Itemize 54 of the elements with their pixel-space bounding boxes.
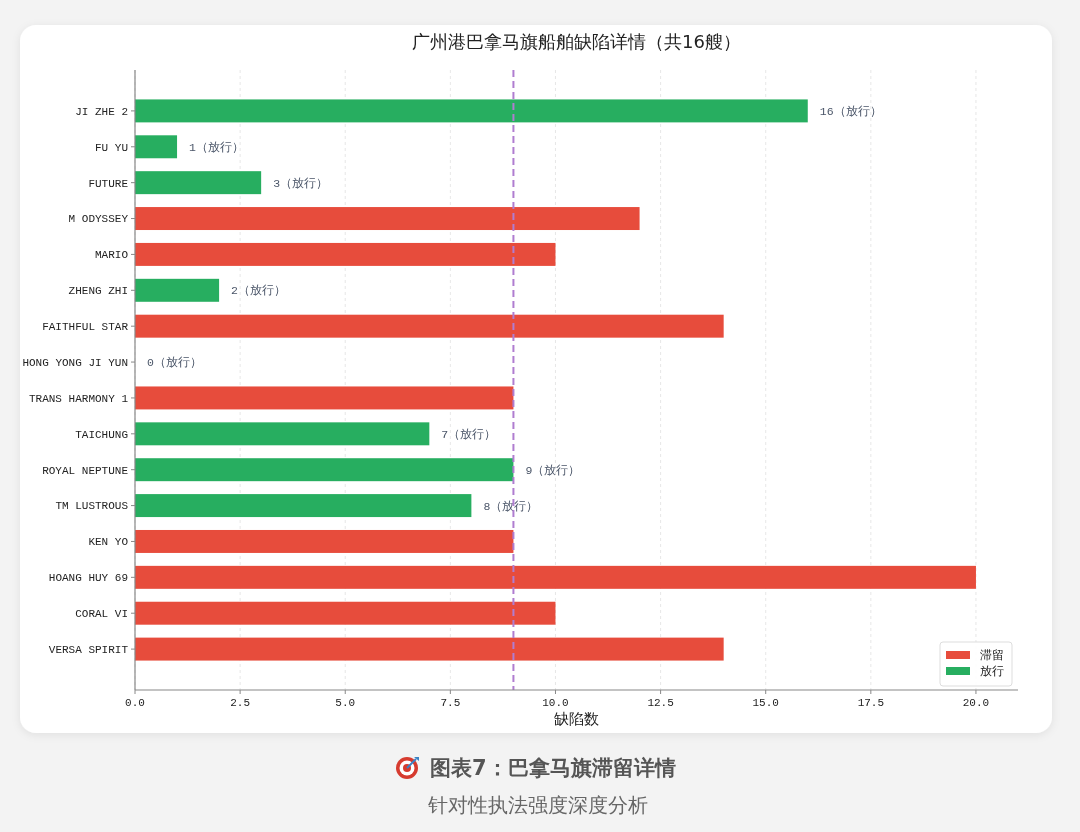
data-label: 7（放行） (441, 427, 497, 441)
bar (135, 494, 472, 518)
bar (135, 637, 724, 661)
y-tick-label: HONG YONG JI YUN (22, 356, 128, 369)
bar (135, 278, 220, 302)
bar (135, 422, 430, 446)
y-tick-label: TAICHUNG (75, 428, 128, 441)
y-tick-label: HOANG HUY 69 (48, 572, 128, 585)
y-tick-label: ROYAL NEPTUNE (42, 464, 129, 477)
y-tick-label: FAITHFUL STAR (42, 321, 129, 334)
data-label: 0（放行） (147, 356, 202, 370)
y-tick-label: KEN YO (88, 536, 129, 549)
y-tick-label: ZHENG ZHI (68, 285, 128, 298)
y-tick-label: M ODYSSEY (68, 213, 129, 226)
bar (135, 601, 556, 625)
bar (135, 99, 808, 123)
y-tick-label: FUTURE (88, 177, 129, 190)
y-tick-label: JI ZHE 2 (75, 105, 128, 118)
x-tick-label: 20.0 (962, 697, 990, 709)
x-tick-label: 12.5 (647, 697, 674, 709)
y-tick-label: MARIO (94, 249, 129, 262)
bar (135, 171, 262, 195)
text: 针对性执法强度深度分析 (427, 793, 648, 817)
data-label: 2（放行） (231, 284, 286, 298)
x-tick-label: 5.0 (335, 697, 356, 709)
bar (135, 565, 976, 589)
data-label: 16（放行） (819, 104, 882, 118)
y-tick-label: VERSA SPIRIT (48, 643, 129, 656)
text: 图表7：巴拿马旗滞留详情 (430, 756, 676, 781)
data-label: 9（放行） (525, 463, 581, 477)
x-tick-label: 10.0 (542, 697, 569, 709)
chart-title: 广州港巴拿马旗船舶缺陷详情（共16艘） (412, 31, 741, 52)
data-label: 3（放行） (273, 176, 329, 190)
x-tick-label: 17.5 (857, 697, 885, 709)
bar (135, 242, 556, 266)
x-tick-label: 15.0 (752, 697, 779, 709)
x-tick-label: 2.5 (230, 697, 251, 709)
bar (135, 386, 514, 410)
bar (135, 529, 514, 553)
y-tick-label: TRANS HARMONY 1 (28, 392, 129, 405)
data-label: 8（放行） (483, 499, 539, 513)
legend-label: 放行 (980, 664, 1004, 679)
bar (135, 458, 514, 482)
bar (135, 314, 724, 338)
legend-label: 滞留 (980, 648, 1004, 663)
x-axis-title: 缺陷数 (554, 710, 599, 728)
y-tick-label: TM LUSTROUS (55, 500, 129, 513)
x-tick-label: 7.5 (440, 697, 461, 709)
y-tick-label: CORAL VI (75, 608, 128, 621)
x-tick-label: 0.0 (125, 697, 145, 709)
data-label: 1（放行） (189, 140, 244, 154)
y-tick-label: FU YU (94, 141, 128, 154)
bar (135, 207, 640, 231)
bar (135, 135, 178, 159)
